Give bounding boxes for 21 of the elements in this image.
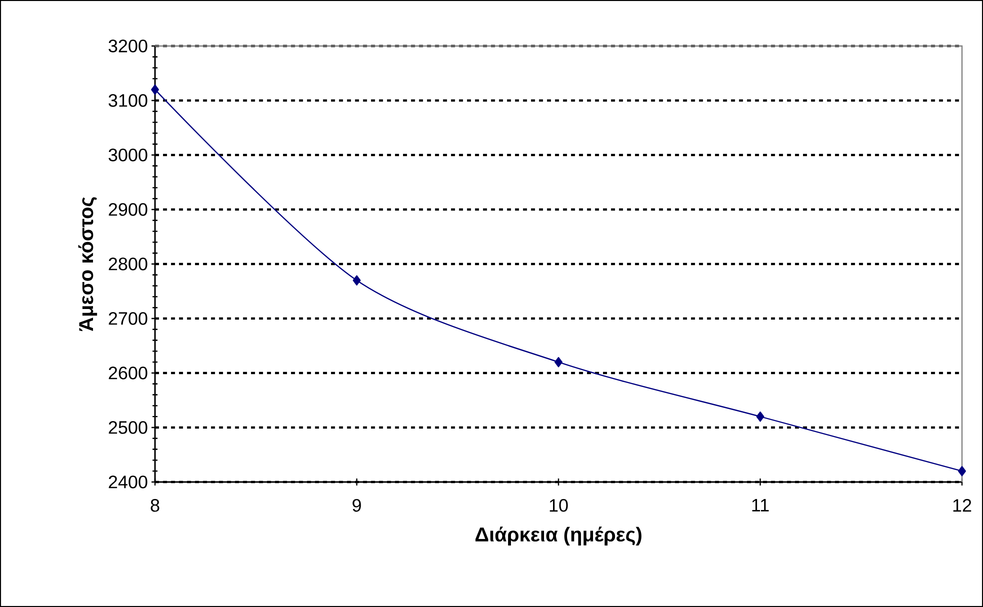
y-tick-label: 3000 xyxy=(108,148,148,162)
y-tick-label: 2700 xyxy=(108,312,148,325)
point xyxy=(554,356,562,368)
point xyxy=(958,466,966,476)
y-tick-label: 2500 xyxy=(108,421,148,434)
point xyxy=(151,84,159,95)
y-tick-label: 3200 xyxy=(108,40,148,52)
y-tick-label: 2400 xyxy=(108,476,148,488)
x-tick-label: 11 xyxy=(752,499,769,512)
point xyxy=(756,411,764,422)
y-tick-label: 2600 xyxy=(108,366,148,380)
y-tick-label: 3100 xyxy=(108,94,148,107)
y-tick-label: 2900 xyxy=(108,203,148,216)
x-axis-title: Διάρκεια (ημέρες) xyxy=(475,526,642,546)
x-tick-label: 8 xyxy=(150,499,160,512)
y-axis-title: Άμεσο κόστος xyxy=(78,197,98,332)
x-tick-label: 9 xyxy=(352,499,361,512)
point xyxy=(352,275,361,286)
x-tick-label: 10 xyxy=(550,499,568,512)
x-tick-label: 12 xyxy=(953,499,972,512)
y-tick-label: 2800 xyxy=(108,258,148,270)
